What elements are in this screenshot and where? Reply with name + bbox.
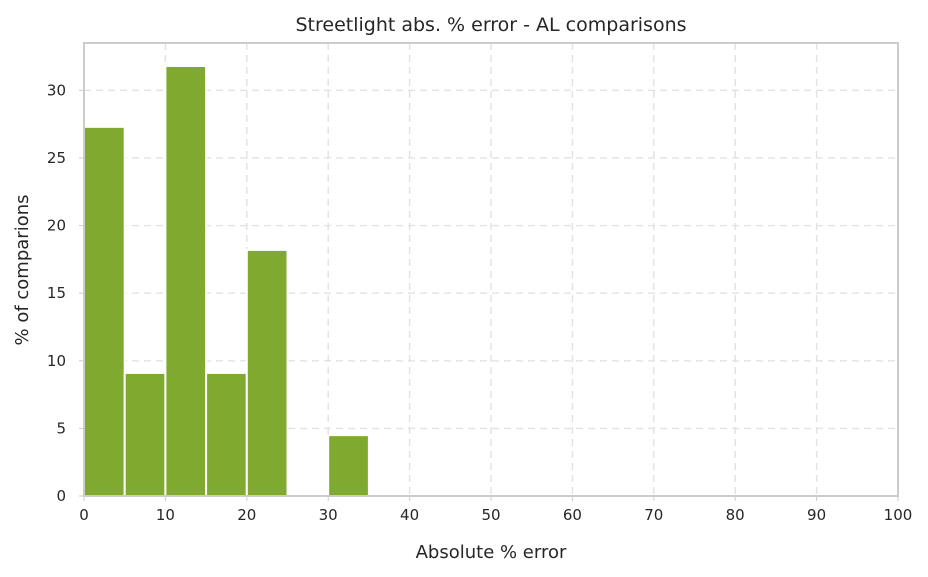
- histogram-bar: [83, 125, 126, 497]
- x-tick-label: 90: [807, 506, 826, 524]
- x-tick-label: 40: [400, 506, 419, 524]
- y-tick-label: 20: [47, 217, 66, 235]
- histogram-bar: [245, 248, 289, 497]
- x-axis-label: Absolute % error: [416, 542, 567, 563]
- y-axis-label: % of comparions: [12, 195, 33, 346]
- y-tick-label: 25: [47, 149, 66, 167]
- histogram-bar: [164, 64, 208, 497]
- histogram-bar: [327, 434, 370, 498]
- x-tick-label: 20: [237, 506, 256, 524]
- x-tick-label: 30: [319, 506, 338, 524]
- x-tick-label: 0: [79, 506, 89, 524]
- x-tick-label: 50: [481, 506, 500, 524]
- chart-title: Streetlight abs. % error - AL comparison…: [295, 14, 686, 36]
- x-tick-label: 100: [884, 506, 913, 524]
- x-tick-label: 60: [563, 506, 582, 524]
- histogram-bar: [205, 371, 248, 497]
- y-tick-label: 15: [47, 284, 66, 302]
- x-tick-label: 80: [726, 506, 745, 524]
- x-tick-label: 70: [644, 506, 663, 524]
- y-tick-label: 0: [56, 487, 66, 505]
- histogram-bars: [83, 64, 370, 498]
- histogram-bar: [123, 371, 167, 497]
- x-tick-label: 10: [156, 506, 175, 524]
- y-tick-label: 30: [47, 81, 66, 99]
- y-tick-label: 5: [56, 419, 66, 437]
- axis-ticks: 0 10 20 30 40 50 60 70 80 90 100 0 5 10 15 20 25 30: [47, 81, 912, 524]
- y-tick-label: 10: [47, 352, 66, 370]
